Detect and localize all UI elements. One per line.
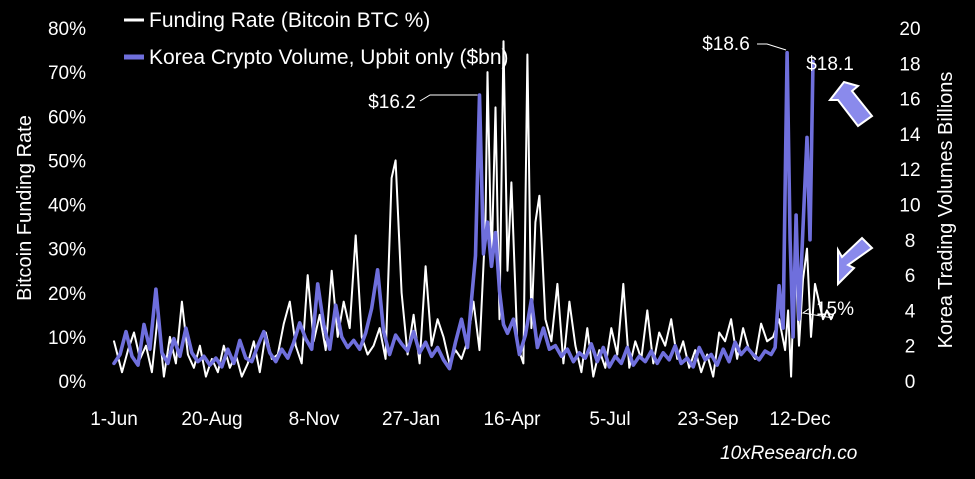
legend-label-volume: Korea Crypto Volume, Upbit only ($bn) — [149, 46, 509, 69]
left-tick-label: 60% — [48, 107, 86, 128]
right-tick-label: 4 — [905, 301, 916, 322]
right-tick-label: 20 — [899, 19, 920, 40]
left-tick-label: 40% — [48, 196, 86, 217]
right-tick-label: 6 — [905, 266, 916, 287]
right-axis: 0 2 4 6 8 10 12 14 16 18 20 — [899, 19, 921, 393]
annotation-leader — [419, 94, 478, 102]
right-tick-label: 14 — [899, 125, 921, 146]
x-tick-label: 20-Aug — [181, 409, 242, 430]
arrow-up-icon — [827, 80, 874, 128]
right-tick-label: 2 — [905, 337, 916, 358]
arrow-down-icon — [837, 236, 874, 287]
series-layer — [112, 40, 834, 378]
annotation-label: $18.6 — [702, 34, 750, 55]
annotation-label: 15% — [816, 299, 854, 320]
left-tick-label: 0% — [59, 372, 87, 393]
x-tick-label: 5-Jul — [589, 409, 630, 430]
legend-label-funding: Funding Rate (Bitcoin BTC %) — [149, 9, 430, 32]
left-axis: 0% 10% 20% 30% 40% 50% 60% 70% 80% — [48, 19, 86, 393]
volume-line — [112, 50, 815, 371]
annotation-leader — [757, 43, 787, 51]
annotation-leader — [801, 307, 834, 319]
right-axis-title: Korea Trading Volumes Billions — [935, 72, 957, 349]
right-tick-label: 10 — [899, 196, 920, 217]
right-tick-label: 12 — [899, 160, 920, 181]
left-axis-title: Bitcoin Funding Rate — [14, 115, 36, 301]
left-tick-label: 80% — [48, 19, 86, 40]
x-tick-label: 8-Nov — [289, 409, 340, 430]
left-tick-label: 70% — [48, 63, 86, 84]
x-tick-label: 27-Jan — [382, 409, 440, 430]
x-tick-label: 12-Dec — [769, 409, 830, 430]
left-tick-label: 20% — [48, 284, 86, 305]
left-tick-label: 50% — [48, 151, 86, 172]
right-tick-label: 18 — [899, 54, 920, 75]
x-axis: 1-Jun 20-Aug 8-Nov 27-Jan 16-Apr 5-Jul 23-Sep 1… — [90, 409, 830, 430]
right-tick-label: 8 — [905, 231, 916, 252]
source-label: 10xResearch.co — [720, 443, 857, 464]
annotation-label: $16.2 — [368, 92, 416, 113]
legend: Funding Rate (Bitcoin BTC %) Korea Crypt… — [124, 9, 509, 69]
left-tick-label: 30% — [48, 240, 86, 261]
x-tick-label: 23-Sep — [677, 409, 738, 430]
x-tick-label: 1-Jun — [90, 409, 138, 430]
annotation-layer: $16.2 $18.6 $18.1 15% — [368, 34, 854, 320]
right-tick-label: 16 — [899, 90, 920, 111]
right-tick-label: 0 — [905, 372, 916, 393]
x-tick-label: 16-Apr — [483, 409, 541, 430]
left-tick-label: 10% — [48, 328, 86, 349]
annotation-label: $18.1 — [806, 54, 854, 75]
funding-rate-line — [113, 40, 834, 378]
